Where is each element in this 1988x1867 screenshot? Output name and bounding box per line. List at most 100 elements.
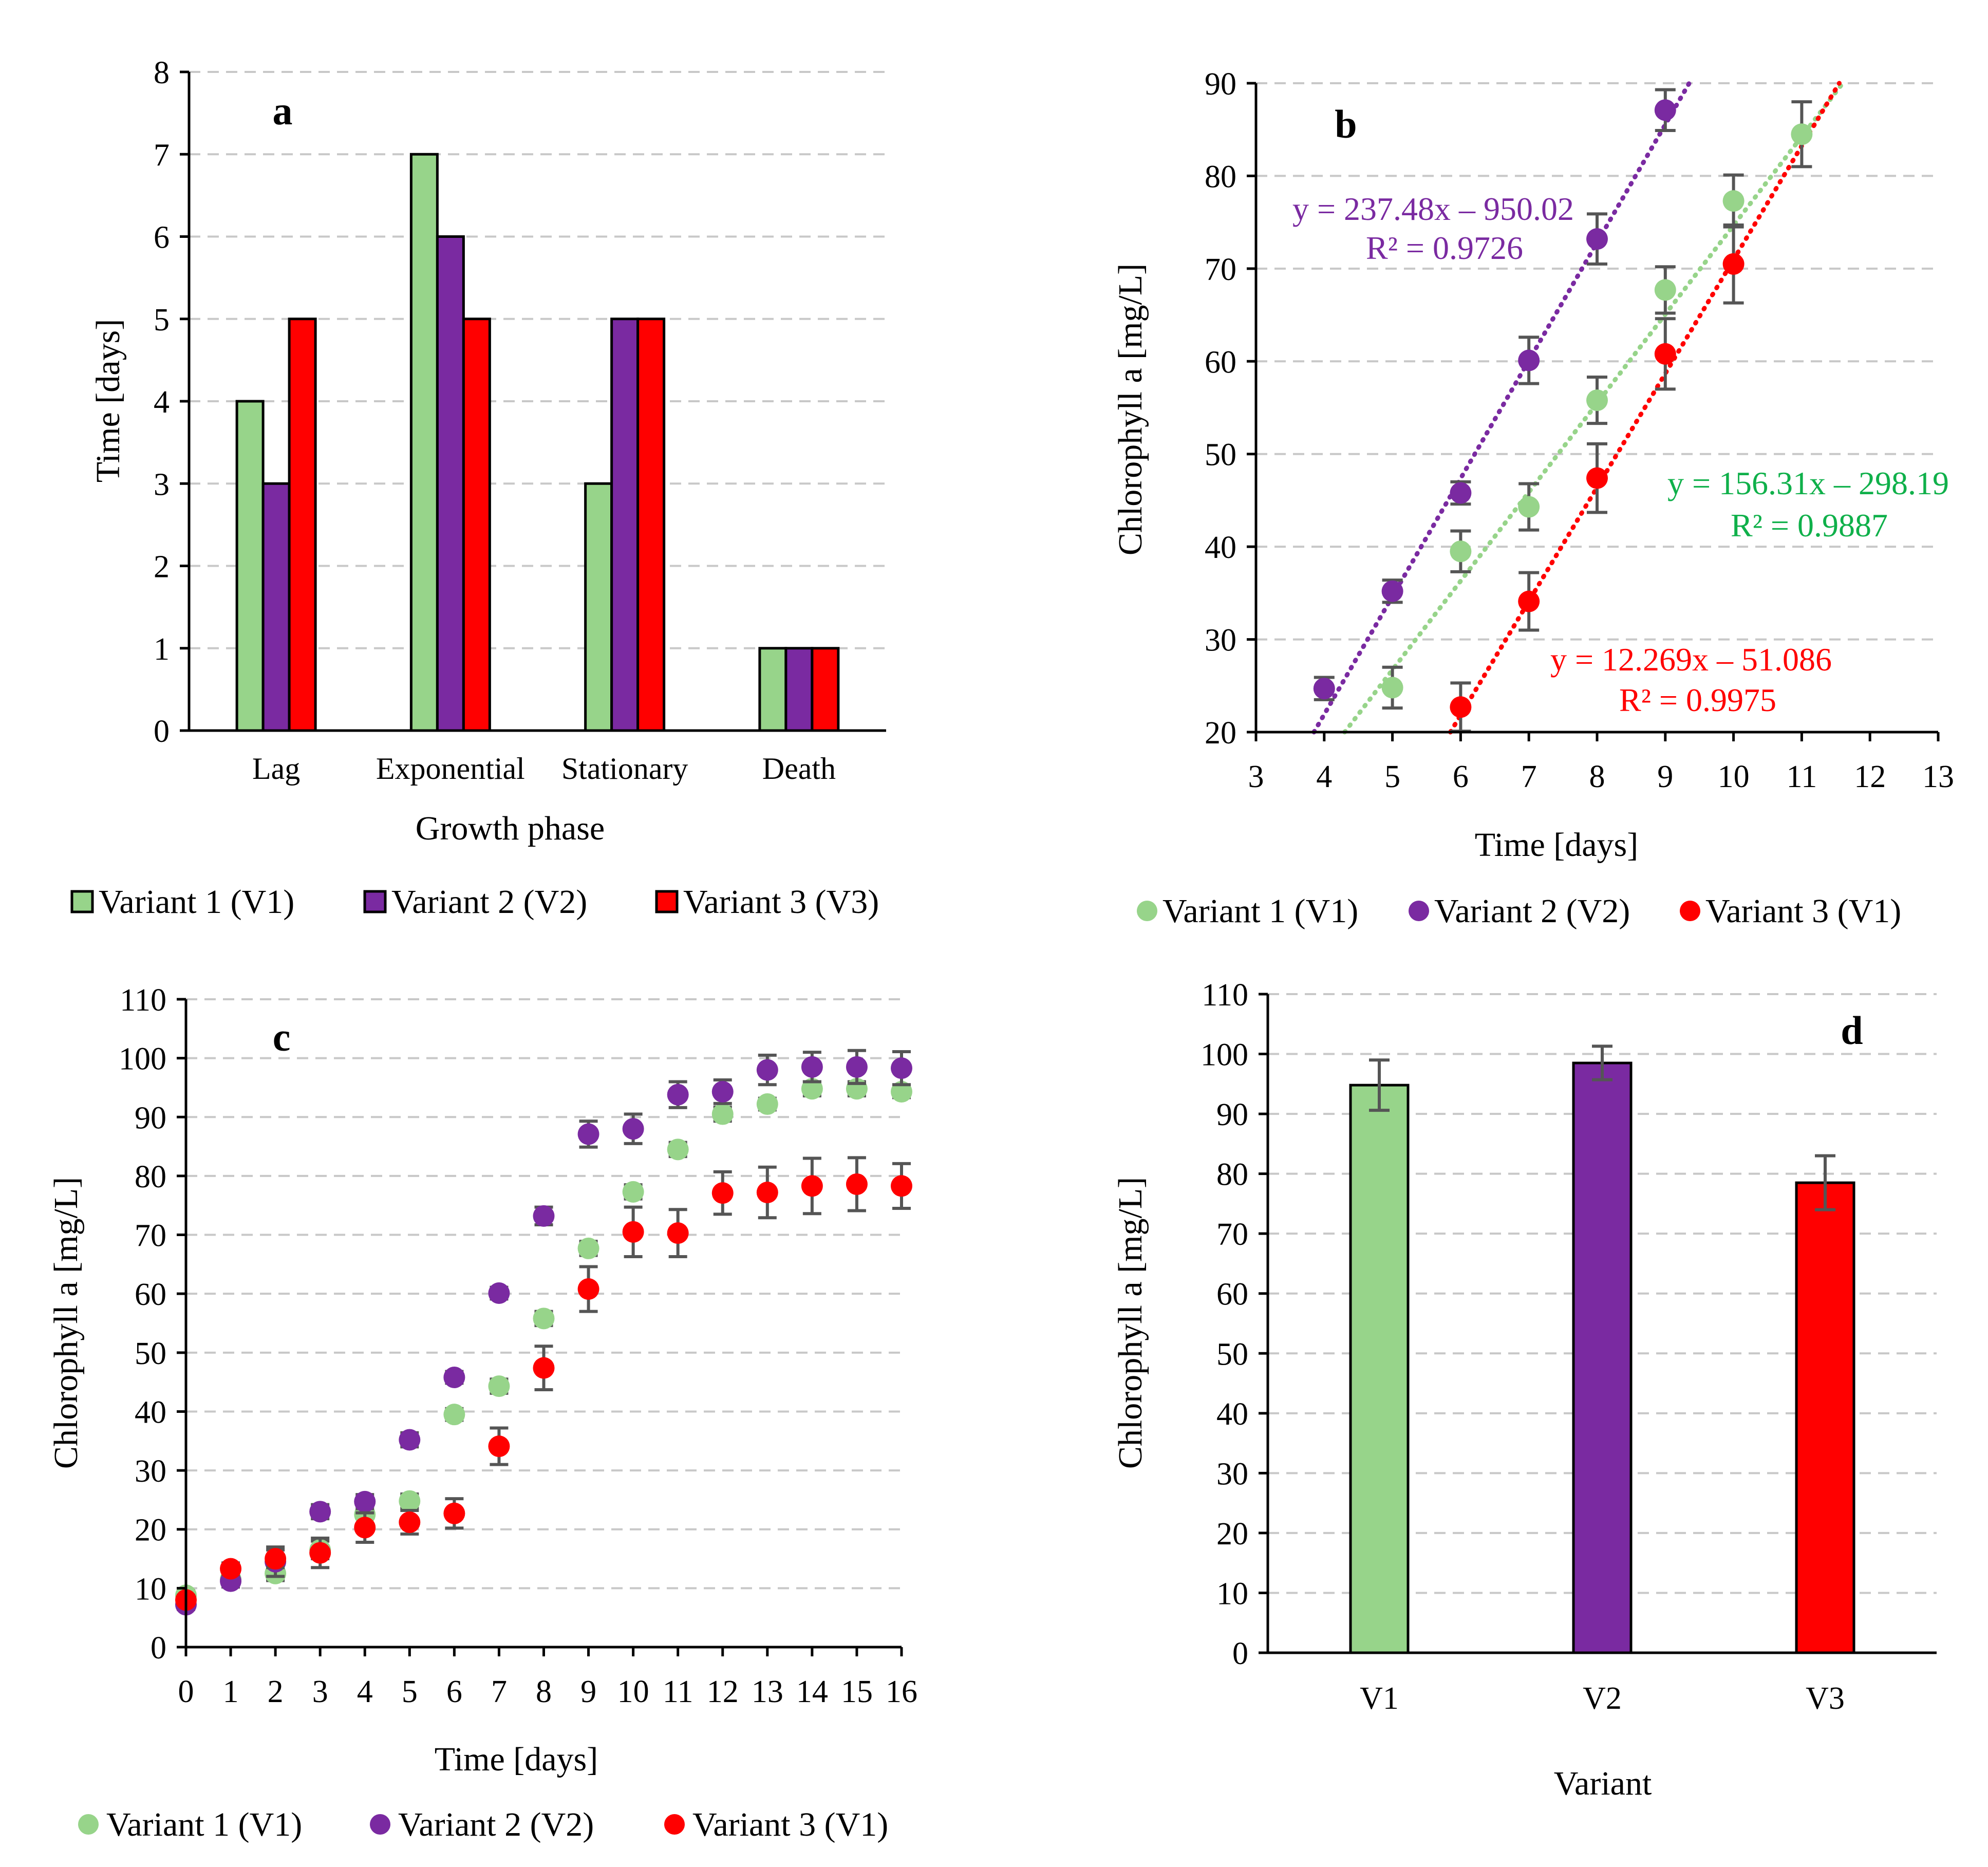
data-point-c [488, 1435, 510, 1458]
y-tick-label: 10 [1216, 1576, 1248, 1611]
x-tick-label: 13 [752, 1674, 783, 1709]
bar-a [436, 235, 465, 732]
x-axis-title: Growth phase [416, 810, 605, 847]
x-tick-label: Death [762, 752, 836, 786]
y-tick-label: 5 [154, 303, 170, 338]
data-point-c [801, 1078, 823, 1100]
data-point-c [443, 1502, 465, 1524]
data-point-c [354, 1517, 376, 1539]
y-tick-label: 90 [135, 1100, 166, 1135]
y-tick-label: 80 [135, 1160, 166, 1194]
x-tick-label: 8 [1589, 759, 1605, 794]
legend-swatch [70, 890, 94, 913]
x-tick-label: 3 [312, 1674, 328, 1709]
x-tick-label: 12 [1854, 759, 1886, 794]
x-tick-label: 6 [446, 1674, 462, 1709]
x-tick-label: 16 [886, 1674, 917, 1709]
data-point-c [667, 1084, 689, 1106]
y-tick-label: 1 [154, 632, 170, 667]
data-point-b [1450, 482, 1472, 504]
x-tick-label: V3 [1806, 1681, 1845, 1716]
bar-a [636, 318, 666, 732]
data-point-c [533, 1205, 555, 1227]
panel-label: d [1841, 1008, 1863, 1053]
data-point-c [220, 1558, 242, 1580]
data-point-c [756, 1059, 778, 1081]
data-point-c [354, 1490, 376, 1513]
y-tick-label: 100 [119, 1042, 166, 1077]
data-point-b [1381, 580, 1403, 602]
data-point-c [399, 1490, 421, 1512]
legend-swatch [363, 890, 387, 913]
data-point-c [846, 1173, 868, 1195]
x-tick-label: 10 [1718, 759, 1750, 794]
x-tick-label: 9 [1657, 759, 1673, 794]
y-tick-label: 0 [151, 1631, 166, 1666]
y-tick-label: 40 [135, 1395, 166, 1430]
legend-marker [1409, 901, 1429, 921]
data-point-b [1654, 99, 1676, 121]
x-tick-label: 5 [402, 1674, 418, 1709]
bar-a [235, 400, 265, 732]
legend-marker [664, 1814, 685, 1835]
data-point-c [891, 1175, 912, 1197]
legend-label: Variant 1 (V1) [1162, 892, 1358, 930]
trend-equation: y = 12.269x – 51.086 [1550, 641, 1832, 678]
data-point-b [1722, 190, 1745, 212]
y-tick-label: 20 [1216, 1517, 1248, 1552]
y-tick-label: 110 [1202, 978, 1248, 1013]
bar-a [610, 318, 640, 732]
bar-d [1349, 1084, 1410, 1654]
y-axis-title: Chlorophyll a [mg/L] [47, 1177, 85, 1469]
data-point-b [1722, 253, 1745, 275]
legend-label: Variant 2 (V2) [391, 883, 587, 921]
data-point-c [265, 1548, 287, 1570]
trend-r-squared: R² = 0.9726 [1366, 230, 1523, 266]
trend-equation: y = 156.31x – 298.19 [1667, 465, 1949, 501]
data-point-c [891, 1057, 912, 1079]
legend-label: Variant 3 (V3) [683, 883, 879, 921]
x-tick-label: 4 [1316, 759, 1332, 794]
x-tick-label: 11 [1787, 759, 1817, 794]
data-point-c [309, 1542, 331, 1564]
data-point-b [1450, 696, 1472, 718]
legend-marker [78, 1814, 99, 1835]
y-tick-label: 0 [154, 714, 170, 749]
data-point-b [1586, 467, 1608, 489]
y-axis-title: Chlorophyll a [mg/L] [1112, 1177, 1149, 1469]
y-tick-label: 60 [1216, 1277, 1248, 1312]
y-tick-label: 20 [1205, 716, 1236, 751]
trendline [1311, 81, 1692, 735]
bar-a [784, 647, 814, 732]
bar-d [1572, 1061, 1633, 1654]
y-tick-label: 50 [135, 1336, 166, 1371]
x-tick-label: 9 [580, 1674, 596, 1709]
data-point-b [1654, 343, 1676, 365]
x-tick-label: 7 [1521, 759, 1537, 794]
data-point-b [1313, 678, 1335, 700]
bar-a [462, 318, 491, 732]
data-point-c [399, 1511, 421, 1533]
x-tick-label: 5 [1384, 759, 1400, 794]
data-point-b [1791, 123, 1813, 145]
legend-label: Variant 1 (V1) [106, 1806, 302, 1843]
legend-swatch [655, 890, 679, 913]
data-point-c [756, 1182, 778, 1204]
x-tick-label: Exponential [376, 752, 525, 786]
chart-d: V1 V2 V3 0 10 20 30 40 50 60 70 80 90 100 110 d Variant C… [1112, 978, 1937, 1802]
panel-label: a [273, 88, 293, 133]
y-tick-label: 70 [135, 1219, 166, 1254]
y-tick-label: 70 [1205, 252, 1236, 287]
x-tick-label: 0 [178, 1674, 194, 1709]
y-tick-label: 60 [135, 1277, 166, 1312]
data-point-c [711, 1080, 734, 1103]
data-point-c [801, 1175, 823, 1197]
trend-r-squared: R² = 0.9975 [1619, 682, 1776, 718]
y-tick-label: 80 [1205, 159, 1236, 194]
data-point-c [667, 1138, 689, 1161]
y-tick-label: 20 [135, 1513, 166, 1548]
legend-label: Variant 2 (V2) [398, 1806, 594, 1843]
y-tick-label: 3 [154, 467, 170, 502]
y-tick-label: 2 [154, 550, 170, 585]
x-tick-label: Stationary [561, 752, 688, 786]
